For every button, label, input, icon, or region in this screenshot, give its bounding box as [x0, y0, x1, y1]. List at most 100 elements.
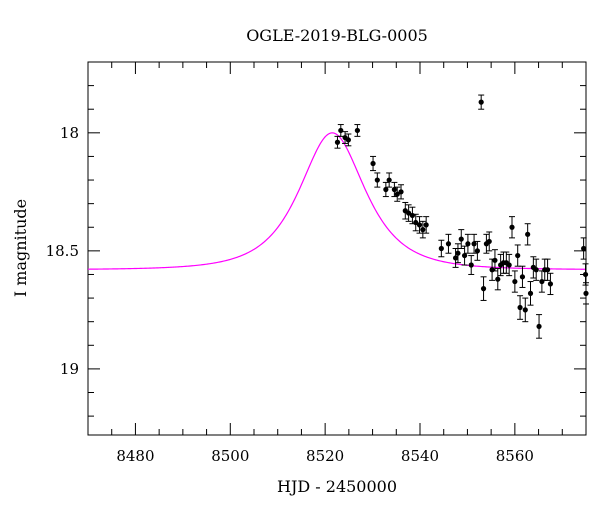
data-point [524, 223, 531, 246]
data-point [370, 155, 377, 172]
data-marker [345, 137, 351, 143]
data-point [522, 297, 529, 323]
data-point [405, 204, 412, 222]
data-point [382, 181, 389, 198]
data-point [580, 237, 587, 260]
data-point [474, 240, 481, 261]
data-point [506, 253, 513, 277]
y-tick-label: 18.5 [46, 242, 79, 260]
plot-frame [87, 61, 587, 436]
y-tick-label: 19 [60, 360, 79, 378]
data-point [509, 216, 516, 239]
data-marker [445, 241, 452, 247]
data-marker [461, 252, 468, 259]
data-point [394, 186, 401, 202]
data-point [423, 216, 430, 234]
data-marker [512, 278, 518, 285]
data-marker [509, 224, 515, 230]
data-point [334, 135, 341, 149]
data-point [386, 172, 393, 188]
x-tick-label: 8540 [401, 447, 439, 465]
data-marker [515, 252, 521, 259]
data-point [402, 201, 409, 220]
data-point [454, 243, 461, 264]
data-marker [334, 139, 341, 145]
data-marker [370, 160, 376, 167]
data-marker [582, 271, 589, 278]
observations-layer [334, 94, 589, 339]
data-marker [423, 222, 429, 228]
x-tick-label: 8560 [496, 447, 534, 465]
data-point [345, 133, 352, 147]
data-point [416, 216, 423, 234]
data-marker [581, 245, 587, 252]
data-marker [394, 191, 400, 197]
data-point [486, 231, 493, 252]
data-point [533, 258, 540, 281]
data-point [544, 258, 551, 281]
data-point [468, 255, 475, 275]
data-marker [495, 276, 501, 282]
x-tick-label: 8520 [306, 447, 344, 465]
data-point [530, 256, 537, 279]
model-curve [87, 132, 587, 270]
axis-ticks: 8480 8500 8520 8540 8560 18 18.5 19 [46, 61, 587, 465]
data-point [337, 124, 344, 137]
data-marker [506, 262, 512, 268]
data-marker [522, 307, 528, 313]
data-point [536, 314, 543, 339]
data-marker [438, 245, 444, 252]
x-tick-label: 8500 [211, 447, 249, 465]
data-marker [354, 127, 360, 134]
data-marker [517, 304, 523, 311]
data-marker [519, 274, 526, 280]
data-marker [486, 238, 492, 245]
data-marker [471, 241, 477, 247]
data-point [354, 124, 361, 137]
data-marker [544, 267, 551, 273]
data-point [464, 233, 471, 254]
data-marker [383, 186, 389, 193]
data-point [461, 245, 468, 266]
data-point [398, 184, 405, 200]
x-axis-label: HJD - 2450000 [277, 477, 397, 496]
data-marker [539, 278, 545, 285]
data-marker [474, 248, 480, 254]
data-marker [533, 267, 539, 273]
data-point [438, 239, 445, 258]
data-marker [413, 219, 419, 226]
data-point [445, 233, 452, 254]
data-marker [489, 267, 495, 273]
data-point [538, 270, 545, 293]
data-marker [583, 290, 589, 296]
data-marker [455, 250, 461, 256]
y-axis-label: I magnitude [11, 199, 30, 297]
data-marker [468, 262, 474, 268]
data-point [419, 220, 426, 239]
data-marker [374, 177, 380, 183]
data-marker [398, 189, 404, 195]
data-marker [391, 186, 397, 193]
data-point [517, 295, 524, 320]
data-point [494, 268, 501, 291]
data-point [511, 270, 518, 293]
data-point [480, 276, 487, 301]
data-point [458, 229, 465, 249]
data-marker [452, 255, 459, 261]
data-marker [458, 236, 464, 242]
data-marker [416, 222, 423, 228]
data-marker [536, 323, 542, 330]
data-point [527, 281, 534, 306]
data-point [491, 249, 498, 272]
data-marker [465, 241, 471, 247]
data-marker [420, 227, 426, 233]
x-tick-label: 8480 [116, 447, 154, 465]
model-curve-layer [87, 132, 587, 270]
data-point [374, 172, 381, 188]
data-marker [478, 99, 484, 105]
data-marker [406, 210, 412, 216]
data-marker [547, 281, 554, 287]
data-point [583, 282, 589, 305]
data-point [582, 263, 589, 286]
